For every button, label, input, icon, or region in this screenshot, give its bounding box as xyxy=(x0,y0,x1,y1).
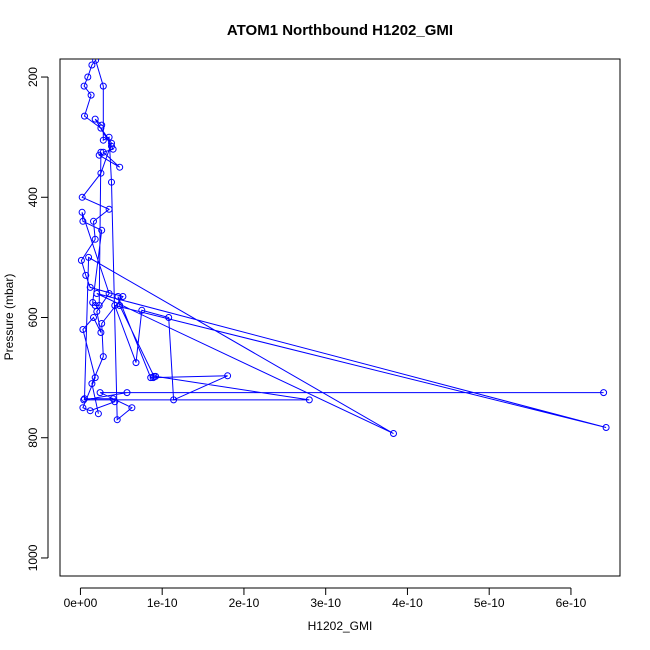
x-axis: 0e+00 1e-10 2e-10 3e-10 4e-10 5e-10 6e-10 xyxy=(64,587,587,610)
y-axis: 200 400 600 800 1000 xyxy=(26,67,49,571)
x-tick-label: 0e+00 xyxy=(64,596,98,610)
data-point xyxy=(108,178,115,186)
data-point xyxy=(114,293,122,300)
data-point xyxy=(116,163,124,171)
data-point xyxy=(87,91,95,99)
data-point xyxy=(79,217,87,225)
data-point xyxy=(99,136,107,144)
data-point xyxy=(78,208,86,216)
data-point xyxy=(98,121,106,129)
data-point xyxy=(105,290,113,297)
y-tick-label: 200 xyxy=(26,67,40,87)
data-point xyxy=(94,410,102,418)
data-point xyxy=(111,398,119,406)
x-tick-label: 5e-10 xyxy=(474,596,505,610)
data-point xyxy=(97,329,105,336)
data-point xyxy=(95,302,103,309)
data-point xyxy=(123,389,131,397)
data-point xyxy=(600,389,608,397)
x-tick-label: 6e-10 xyxy=(556,596,587,610)
data-point xyxy=(91,115,99,123)
data-point xyxy=(82,271,90,279)
data-point xyxy=(99,148,107,156)
data-point xyxy=(84,73,92,81)
data-point xyxy=(88,61,96,69)
series-line xyxy=(80,59,607,434)
data-point xyxy=(91,235,99,243)
x-axis-label: H1202_GMI xyxy=(308,619,373,633)
data-point xyxy=(105,133,113,141)
data-point xyxy=(165,314,173,321)
data-point xyxy=(78,193,86,201)
data-point xyxy=(80,82,88,90)
y-tick-label: 600 xyxy=(26,307,40,327)
data-point xyxy=(99,353,107,361)
data-point xyxy=(98,320,106,327)
data-point xyxy=(224,372,232,380)
data-series xyxy=(77,59,610,437)
data-point xyxy=(80,396,88,404)
data-point xyxy=(602,424,610,431)
data-point xyxy=(149,374,157,382)
data-point xyxy=(170,396,178,404)
y-tick-label: 800 xyxy=(26,427,40,447)
data-point xyxy=(305,396,313,404)
data-point xyxy=(132,359,140,367)
data-point xyxy=(81,395,88,403)
x-tick-label: 3e-10 xyxy=(310,596,341,610)
data-point xyxy=(88,380,96,388)
data-point xyxy=(113,416,121,424)
y-tick-label: 400 xyxy=(26,187,40,207)
data-point xyxy=(92,59,100,64)
data-point xyxy=(108,142,115,150)
data-point xyxy=(90,217,97,225)
data-point xyxy=(85,253,93,261)
x-tick-label: 2e-10 xyxy=(229,596,260,610)
data-point xyxy=(93,290,101,297)
x-tick-label: 4e-10 xyxy=(392,596,423,610)
data-point xyxy=(138,306,146,314)
data-point xyxy=(390,430,397,437)
data-point xyxy=(79,326,87,333)
data-point xyxy=(97,169,105,177)
data-point xyxy=(91,302,99,309)
data-point xyxy=(105,205,113,213)
data-point xyxy=(86,283,94,291)
data-point xyxy=(90,314,97,321)
data-point xyxy=(116,302,124,309)
x-tick-label: 1e-10 xyxy=(147,596,178,610)
data-point xyxy=(91,374,99,382)
data-point xyxy=(81,112,88,120)
data-point xyxy=(77,256,85,264)
data-point xyxy=(119,293,127,300)
data-point xyxy=(128,404,136,412)
data-point xyxy=(111,302,119,309)
data-point xyxy=(96,389,104,397)
y-axis-label: Pressure (mbar) xyxy=(2,274,16,361)
chart-title: ATOM1 Northbound H1202_GMI xyxy=(227,22,453,39)
y-tick-label: 1000 xyxy=(26,544,40,571)
data-point xyxy=(86,407,94,415)
data-point xyxy=(99,82,107,90)
data-point xyxy=(147,374,155,382)
data-point xyxy=(97,124,105,132)
plot-area xyxy=(59,58,621,577)
data-point xyxy=(98,226,106,234)
data-point xyxy=(150,372,158,380)
data-point xyxy=(79,404,87,412)
